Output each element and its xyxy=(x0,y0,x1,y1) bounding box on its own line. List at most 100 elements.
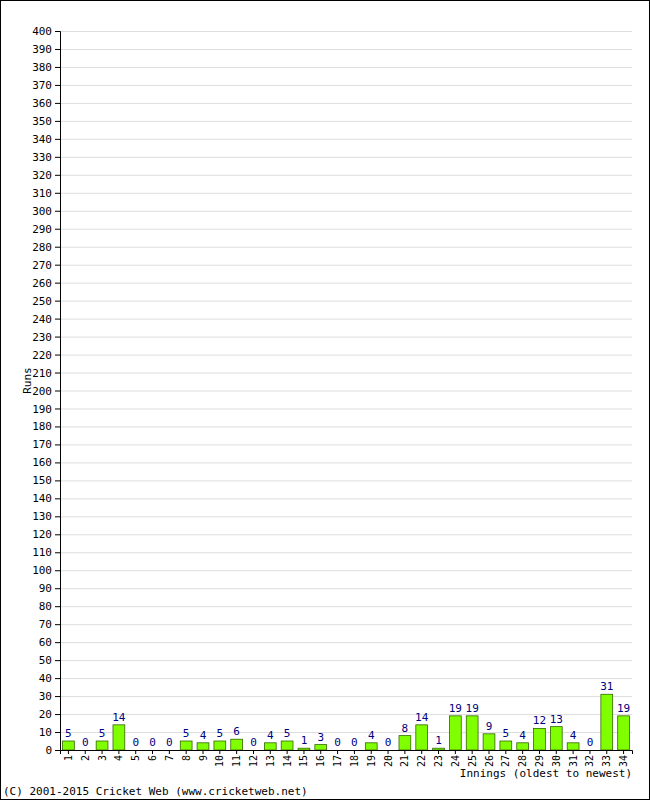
grid-line xyxy=(60,462,632,463)
x-tick-label: 27 xyxy=(500,755,511,767)
y-tick-mark xyxy=(55,301,60,302)
y-tick: 0 xyxy=(45,744,60,757)
x-tick-mark xyxy=(556,750,557,754)
y-tick-mark xyxy=(55,480,60,481)
x-tick: 34 xyxy=(618,750,629,767)
x-tick-label: 1 xyxy=(63,755,74,761)
bar xyxy=(147,750,159,751)
chart: 5051400054560451300408141191995412134031… xyxy=(0,0,650,800)
x-tick-label: 26 xyxy=(484,755,495,767)
x-tick-label: 2 xyxy=(80,755,91,761)
grid-line xyxy=(60,49,632,50)
bar xyxy=(365,743,377,750)
bar xyxy=(96,741,108,750)
grid-line xyxy=(60,426,632,427)
x-tick: 10 xyxy=(214,750,225,767)
x-tick: 4 xyxy=(113,750,124,761)
y-tick-label: 20 xyxy=(39,708,52,721)
y-tick: 220 xyxy=(32,349,60,362)
y-tick-mark xyxy=(55,175,60,176)
grid-line xyxy=(60,642,632,643)
x-tick-label: 22 xyxy=(416,755,427,767)
data-label: 12 xyxy=(533,714,546,727)
bar xyxy=(281,741,293,750)
y-tick: 60 xyxy=(39,636,60,649)
grid-line xyxy=(60,408,632,409)
x-tick: 19 xyxy=(366,750,377,767)
grid-line xyxy=(60,498,632,499)
y-tick: 30 xyxy=(39,690,60,703)
y-tick-mark xyxy=(55,678,60,679)
y-tick-mark xyxy=(55,462,60,463)
data-label: 1 xyxy=(435,734,442,747)
y-tick: 380 xyxy=(32,61,60,74)
y-tick-label: 10 xyxy=(39,726,52,739)
y-tick-label: 340 xyxy=(32,133,52,146)
grid-line xyxy=(60,85,632,86)
x-tick-mark xyxy=(522,750,523,754)
y-tick-label: 60 xyxy=(39,636,52,649)
x-tick-mark xyxy=(152,750,153,754)
bar xyxy=(567,743,579,750)
y-tick: 310 xyxy=(32,187,60,200)
y-tick: 340 xyxy=(32,133,60,146)
x-tick-label: 31 xyxy=(568,755,579,767)
x-tick: 30 xyxy=(551,750,562,767)
bar xyxy=(550,727,562,750)
annotations: (C) 2001-2015 Cricket Web (www.cricketwe… xyxy=(3,785,308,798)
y-tick: 160 xyxy=(32,456,60,469)
x-tick: 7 xyxy=(164,750,175,761)
y-tick-label: 0 xyxy=(45,744,52,757)
y-tick-mark xyxy=(55,31,60,32)
grid-line xyxy=(60,732,632,733)
x-tick: 31 xyxy=(568,750,579,767)
grid-line xyxy=(60,480,632,481)
bar xyxy=(534,728,546,750)
y-tick-mark xyxy=(55,337,60,338)
y-tick: 240 xyxy=(32,313,60,326)
y-tick-label: 80 xyxy=(39,600,52,613)
y-tick: 300 xyxy=(32,205,60,218)
x-tick: 12 xyxy=(248,750,259,767)
y-tick-label: 350 xyxy=(32,115,52,128)
bar xyxy=(601,694,613,750)
x-tick-label: 20 xyxy=(383,755,394,767)
x-tick: 23 xyxy=(433,750,444,767)
x-tick: 20 xyxy=(383,750,394,767)
grid-line xyxy=(60,660,632,661)
data-label: 4 xyxy=(519,729,526,742)
data-label: 19 xyxy=(449,702,462,715)
x-tick: 3 xyxy=(97,750,108,761)
data-label: 0 xyxy=(250,736,257,749)
x-tick-label: 16 xyxy=(315,755,326,767)
y-tick: 180 xyxy=(32,420,60,433)
bar xyxy=(618,716,630,750)
bar xyxy=(298,748,310,750)
grid-line xyxy=(60,678,632,679)
data-label: 0 xyxy=(132,736,139,749)
y-tick: 120 xyxy=(32,528,60,541)
footer-text: (C) 2001-2015 Cricket Web (www.cricketwe… xyxy=(3,785,308,798)
y-tick-label: 300 xyxy=(32,205,52,218)
x-tick-mark xyxy=(169,750,170,754)
data-label: 0 xyxy=(351,736,358,749)
y-tick-mark xyxy=(55,391,60,392)
y-tick-label: 360 xyxy=(32,97,52,110)
y-tick: 210 xyxy=(32,367,60,380)
y-tick-label: 30 xyxy=(39,690,52,703)
y-tick-mark xyxy=(55,355,60,356)
y-tick-mark xyxy=(55,121,60,122)
bar xyxy=(315,745,327,750)
x-tick-label: 17 xyxy=(332,755,343,767)
x-tick-mark xyxy=(354,750,355,754)
y-tick-label: 380 xyxy=(32,61,52,74)
data-label: 4 xyxy=(570,729,577,742)
y-tick-label: 230 xyxy=(32,331,52,344)
x-tick-label: 3 xyxy=(97,755,108,761)
y-tick-label: 130 xyxy=(32,510,52,523)
x-tick-mark xyxy=(85,750,86,754)
x-tick-label: 12 xyxy=(248,755,259,767)
data-label: 5 xyxy=(217,727,224,740)
grid-line xyxy=(60,714,632,715)
y-tick-mark xyxy=(55,229,60,230)
